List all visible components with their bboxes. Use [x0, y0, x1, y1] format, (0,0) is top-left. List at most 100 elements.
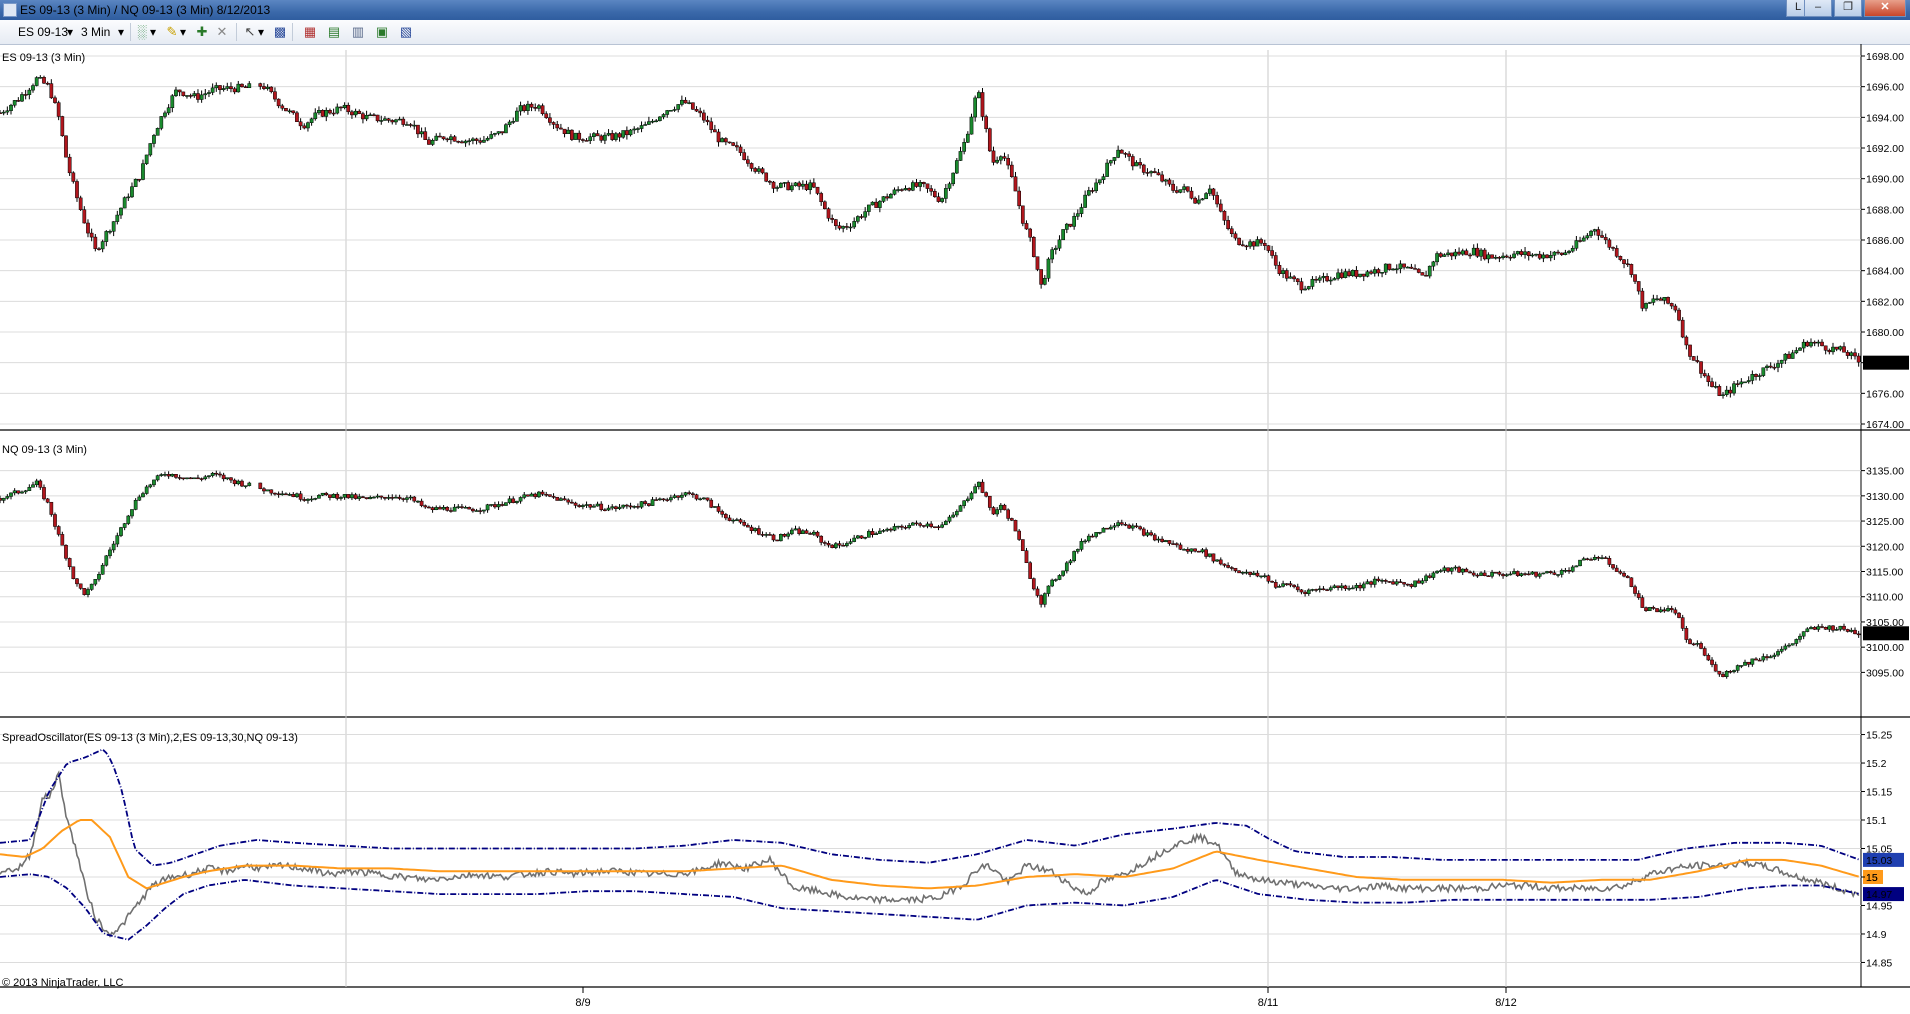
- candle-body: [1068, 223, 1073, 227]
- chevron-down-icon[interactable]: ▾: [258, 25, 265, 39]
- candle-body: [1006, 509, 1010, 519]
- candle-body: [471, 138, 475, 141]
- close-icon[interactable]: ✕: [1864, 0, 1906, 17]
- candle-body: [390, 497, 395, 499]
- candle-body: [1761, 656, 1766, 661]
- candle-body: [1519, 251, 1524, 255]
- candle-body: [1853, 629, 1857, 635]
- bar-type-icon[interactable]: ░: [137, 24, 147, 39]
- y-tick-label: 3110.00: [1866, 592, 1903, 604]
- candle-body: [1504, 255, 1509, 258]
- candle-body: [1149, 532, 1153, 536]
- candle-body: [419, 131, 424, 135]
- interval-selector[interactable]: 3 Min: [81, 25, 111, 39]
- candle-body: [683, 492, 688, 496]
- candle-body: [1266, 575, 1271, 582]
- chevron-down-icon[interactable]: ▾: [180, 25, 187, 39]
- chart-area[interactable]: 1678.00 3102.75 15.03 15 14.97 1698.00 1696…: [0, 44, 1910, 1014]
- data-box-icon[interactable]: ▩: [273, 24, 287, 39]
- candle-body: [1281, 270, 1285, 275]
- candle-body: [1090, 190, 1095, 192]
- candle-body: [1427, 265, 1432, 277]
- candle-body: [650, 120, 655, 123]
- candle-body: [735, 145, 739, 148]
- candle-body: [790, 529, 794, 535]
- chart-trader-icon[interactable]: ▥: [351, 24, 365, 39]
- minimize-icon[interactable]: –: [1804, 0, 1832, 17]
- candle-body: [276, 493, 281, 495]
- indicators-icon[interactable]: ▤: [327, 24, 341, 39]
- candle-body: [350, 111, 354, 116]
- candle-body: [672, 495, 677, 498]
- candle-body: [1611, 247, 1615, 249]
- zoom-in-icon[interactable]: ✚: [196, 24, 208, 39]
- candle-body: [1475, 574, 1480, 577]
- candle-body: [808, 182, 813, 190]
- candle-body: [540, 491, 545, 495]
- candle-body: [489, 504, 494, 506]
- candle-body: [1446, 252, 1450, 255]
- drawing-tool-icon[interactable]: ✎: [166, 24, 178, 39]
- candle-body: [1398, 263, 1403, 270]
- candle-body: [1735, 383, 1740, 385]
- candle-body: [82, 588, 87, 595]
- y-tick-label: 1686.00: [1866, 235, 1904, 247]
- candle-body: [588, 504, 593, 508]
- candle-body: [1105, 162, 1109, 177]
- y-tick-label: 1690.00: [1866, 174, 1904, 186]
- candle-body: [647, 121, 651, 125]
- properties-icon[interactable]: ▣: [375, 24, 389, 39]
- candle-body: [936, 526, 941, 528]
- candle-body: [1251, 572, 1256, 575]
- y-tick-label: 1678.00: [1866, 358, 1904, 370]
- last-price-label: 1678.00: [1866, 358, 1904, 370]
- candle-body: [412, 124, 417, 127]
- candle-body: [170, 474, 175, 477]
- candle-body: [1845, 629, 1850, 632]
- candle-body: [1501, 255, 1505, 258]
- candle-body: [386, 118, 391, 121]
- candle-body: [1086, 190, 1091, 196]
- chevron-down-icon[interactable]: ▾: [67, 25, 74, 39]
- candle-body: [357, 110, 362, 114]
- candle-body: [416, 500, 420, 503]
- zoom-out-icon[interactable]: ✕: [216, 24, 228, 39]
- candle-body: [1831, 346, 1835, 353]
- candle-body: [724, 514, 728, 519]
- candle-body: [126, 196, 131, 199]
- candle-body: [566, 129, 571, 135]
- candle-body: [42, 487, 46, 500]
- candle-body: [1149, 171, 1153, 174]
- candle-body: [584, 504, 589, 506]
- candle-body: [1145, 532, 1150, 536]
- candle-body: [1292, 276, 1296, 280]
- instrument-selector[interactable]: ES 09-13: [18, 25, 69, 39]
- pointer-icon[interactable]: ↖: [244, 24, 256, 39]
- candle-body: [1314, 278, 1318, 281]
- candle-body: [485, 504, 490, 511]
- y-tick-label: 1698.00: [1866, 51, 1904, 63]
- candle-body: [474, 138, 479, 141]
- template-icon[interactable]: ▧: [399, 24, 413, 39]
- candle-body: [1185, 186, 1190, 192]
- candle-body: [1053, 247, 1058, 250]
- candle-body: [852, 221, 857, 228]
- chevron-down-icon[interactable]: ▾: [150, 25, 157, 39]
- chevron-down-icon[interactable]: ▾: [118, 25, 125, 39]
- candle-body: [416, 124, 420, 135]
- candle-body: [1413, 268, 1417, 270]
- candle-body: [888, 194, 893, 199]
- strategies-icon[interactable]: ▦: [303, 24, 317, 39]
- candle-body: [1057, 575, 1062, 580]
- candle-body: [1457, 251, 1461, 255]
- candle-body: [1592, 557, 1597, 560]
- candle-body: [42, 77, 46, 84]
- candle-body: [903, 188, 908, 191]
- restore-icon[interactable]: ❐: [1834, 0, 1862, 17]
- candle-body: [577, 505, 582, 508]
- y-tick-label: 1694.00: [1866, 112, 1904, 124]
- candle-body: [1622, 572, 1626, 577]
- chart-toolbar: ES 09-13 ▾ 3 Min ▾ ░ ▾ ✎ ▾ ✚ ✕ ↖ ▾ ▩ ▦ ▤…: [0, 20, 1910, 45]
- candle-body: [771, 181, 776, 189]
- candle-body: [1589, 230, 1593, 236]
